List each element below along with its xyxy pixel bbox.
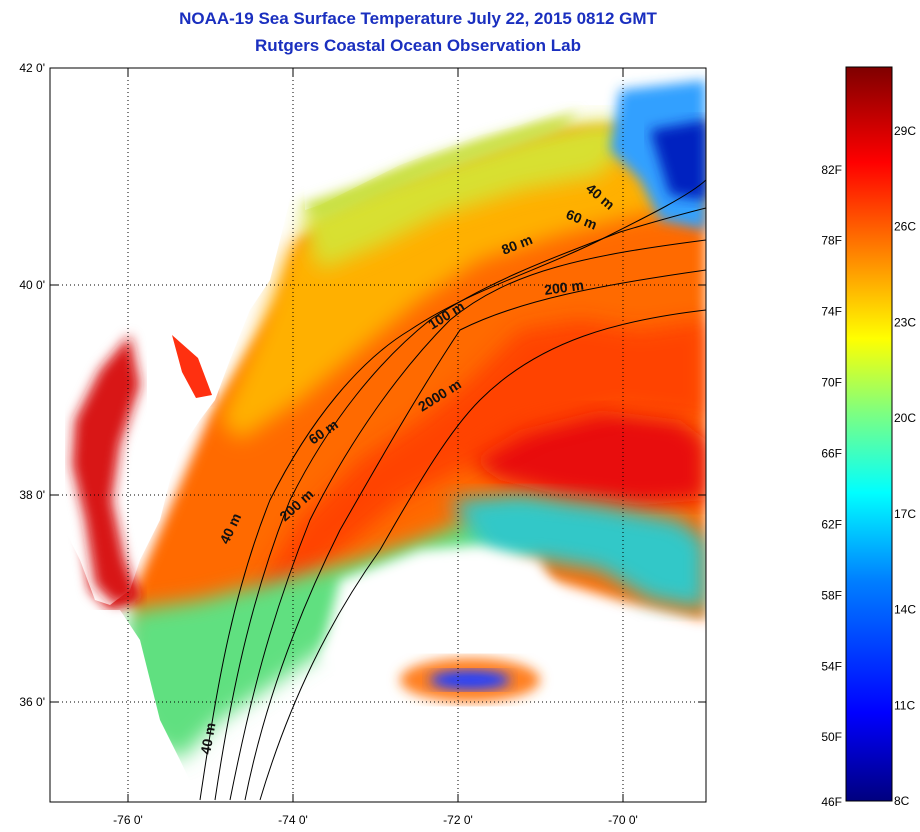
colorbar-fahrenheit-label: 66F <box>821 447 842 461</box>
isobath-label: 40 m <box>197 721 218 755</box>
colorbar-celsius-label: 20C <box>894 411 916 425</box>
lon-label-70: -70 0' <box>608 813 638 827</box>
colorbar-labels: 29C 26C 23C 20C 17C 14C 11C 8C 82F 78F 74F 70F 66F 62… <box>821 124 916 809</box>
lat-label-42: 42 0' <box>19 61 45 75</box>
colorbar-fahrenheit-label: 74F <box>821 305 842 319</box>
colorbar-celsius-label: 29C <box>894 124 916 138</box>
colorbar-celsius-label: 26C <box>894 220 916 234</box>
map-title: NOAA-19 Sea Surface Temperature July 22,… <box>179 9 657 28</box>
graticule <box>50 68 706 802</box>
lon-label-76: -76 0' <box>113 813 143 827</box>
lon-label-72: -72 0' <box>443 813 473 827</box>
colorbar-fahrenheit-label: 82F <box>821 163 842 177</box>
lat-label-40: 40 0' <box>19 278 45 292</box>
isobath-label: 200 m <box>543 277 585 298</box>
isobath-lines <box>199 179 706 801</box>
colorbar-celsius-label: 11C <box>894 698 915 712</box>
sst-field <box>50 68 706 802</box>
lon-label-74: -74 0' <box>278 813 308 827</box>
colorbar <box>845 66 893 802</box>
colorbar-celsius-label: 14C <box>894 603 916 617</box>
colorbar-fahrenheit-label: 46F <box>821 795 842 809</box>
map-subtitle: Rutgers Coastal Ocean Observation Lab <box>255 36 581 55</box>
colorbar-celsius-label: 23C <box>894 315 916 329</box>
colorbar-fahrenheit-label: 54F <box>821 659 842 673</box>
colorbar-fahrenheit-label: 58F <box>821 588 842 602</box>
colorbar-fahrenheit-label: 62F <box>821 517 842 531</box>
axis-ticks <box>50 67 706 802</box>
colorbar-celsius-label: 17C <box>894 507 916 521</box>
colorbar-fahrenheit-label: 50F <box>821 730 842 744</box>
colorbar-celsius-label: 8C <box>894 794 910 808</box>
colorbar-fahrenheit-label: 70F <box>821 376 842 390</box>
colorbar-fahrenheit-label: 78F <box>821 234 842 248</box>
lat-label-36: 36 0' <box>19 695 45 709</box>
lat-label-38: 38 0' <box>19 488 45 502</box>
map-frame <box>49 67 707 803</box>
